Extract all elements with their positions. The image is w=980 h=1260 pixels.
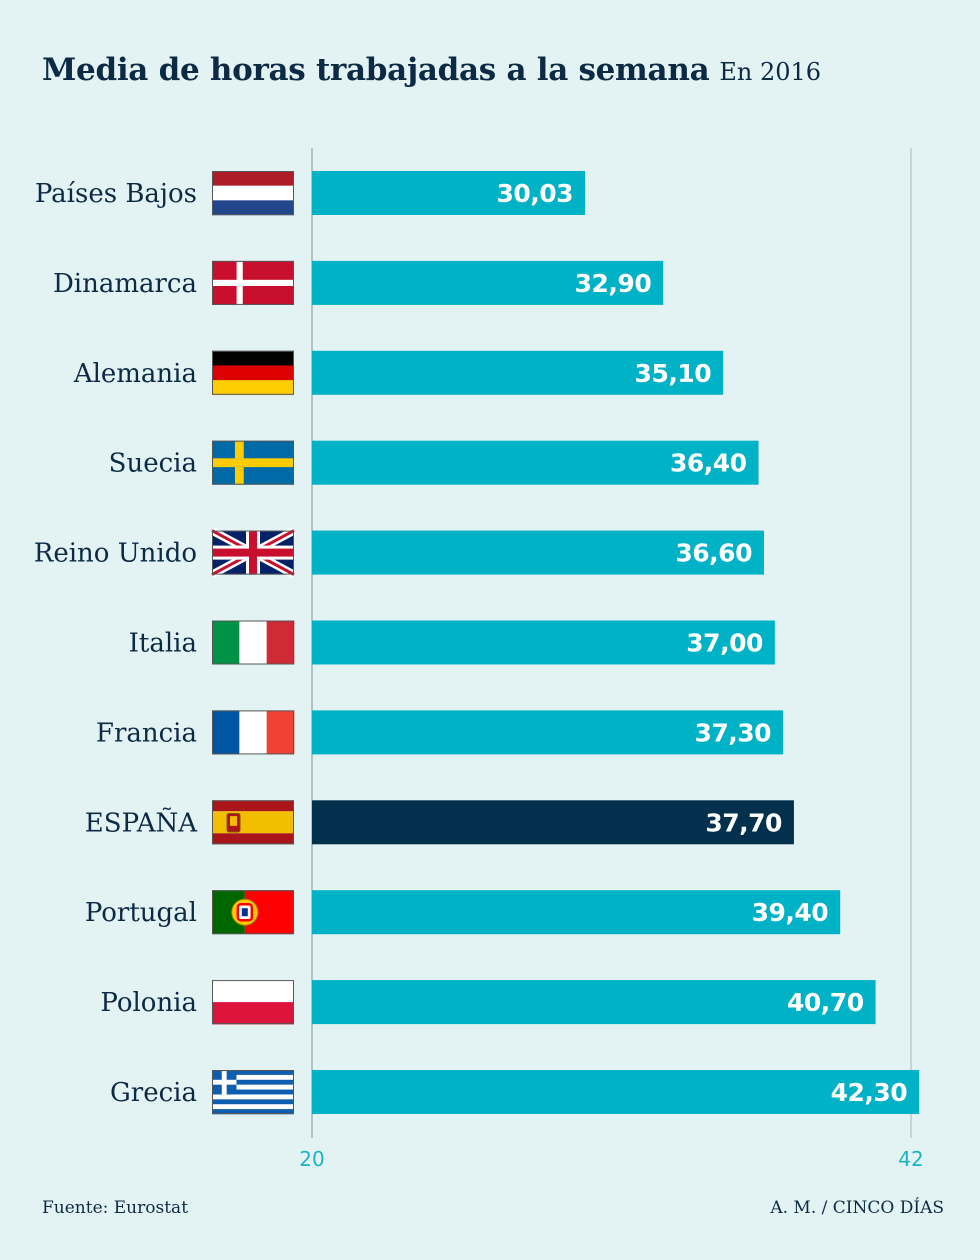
value-label: 37,70 (705, 808, 782, 837)
denmark-flag-icon (212, 260, 294, 305)
spain-flag-icon (212, 800, 294, 845)
germany-flag-icon (212, 350, 294, 396)
category-label: Grecia (110, 1078, 197, 1108)
portugal-flag-icon (212, 890, 294, 935)
credit-note: A. M. / CINCO DÍAS (770, 1198, 944, 1218)
category-label: Polonia (100, 988, 197, 1018)
value-label: 40,70 (787, 988, 864, 1017)
bar (312, 890, 841, 935)
category-label: Portugal (85, 898, 197, 928)
category-label: Alemania (73, 359, 197, 389)
category-label: Francia (96, 718, 197, 748)
greece-flag-icon (212, 1070, 294, 1115)
france-flag-icon (212, 710, 295, 755)
value-label: 37,00 (686, 629, 763, 658)
bar (312, 980, 876, 1025)
category-label: Dinamarca (53, 269, 197, 299)
x-tick-label: 42 (898, 1147, 923, 1171)
category-label: Suecia (109, 449, 197, 479)
bar (312, 530, 764, 575)
bar (312, 350, 724, 395)
value-label: 36,40 (670, 449, 747, 478)
bar (312, 171, 586, 215)
value-label: 39,40 (752, 898, 829, 927)
source-note: Fuente: Eurostat (42, 1198, 189, 1218)
category-label: Italia (129, 629, 197, 659)
x-tick-label: 20 (299, 1147, 324, 1171)
bar (312, 620, 775, 665)
italy-flag-icon (212, 620, 295, 665)
value-label: 35,10 (635, 359, 712, 388)
value-label: 30,03 (497, 179, 574, 208)
uk-flag-icon (210, 527, 296, 579)
sweden-flag-icon (212, 440, 294, 485)
chart-header: Media de horas trabajadas a la semana En … (42, 52, 821, 88)
category-label: ESPAÑA (85, 806, 198, 838)
poland-flag-icon (212, 980, 294, 1025)
bar-highlighted (312, 800, 794, 845)
chart-subtitle: En 2016 (719, 58, 822, 86)
bar (312, 1070, 920, 1114)
netherlands-flag-icon (212, 171, 294, 216)
category-label: Reino Unido (34, 539, 197, 569)
bar (312, 260, 664, 305)
category-label: Países Bajos (35, 179, 197, 209)
value-label: 32,90 (575, 269, 652, 298)
chart-title: Media de horas trabajadas a la semana (42, 52, 710, 88)
value-label: 37,30 (694, 718, 771, 747)
value-label: 36,60 (675, 539, 752, 568)
bar (312, 440, 759, 485)
bar (312, 710, 784, 755)
value-label: 42,30 (831, 1078, 908, 1107)
